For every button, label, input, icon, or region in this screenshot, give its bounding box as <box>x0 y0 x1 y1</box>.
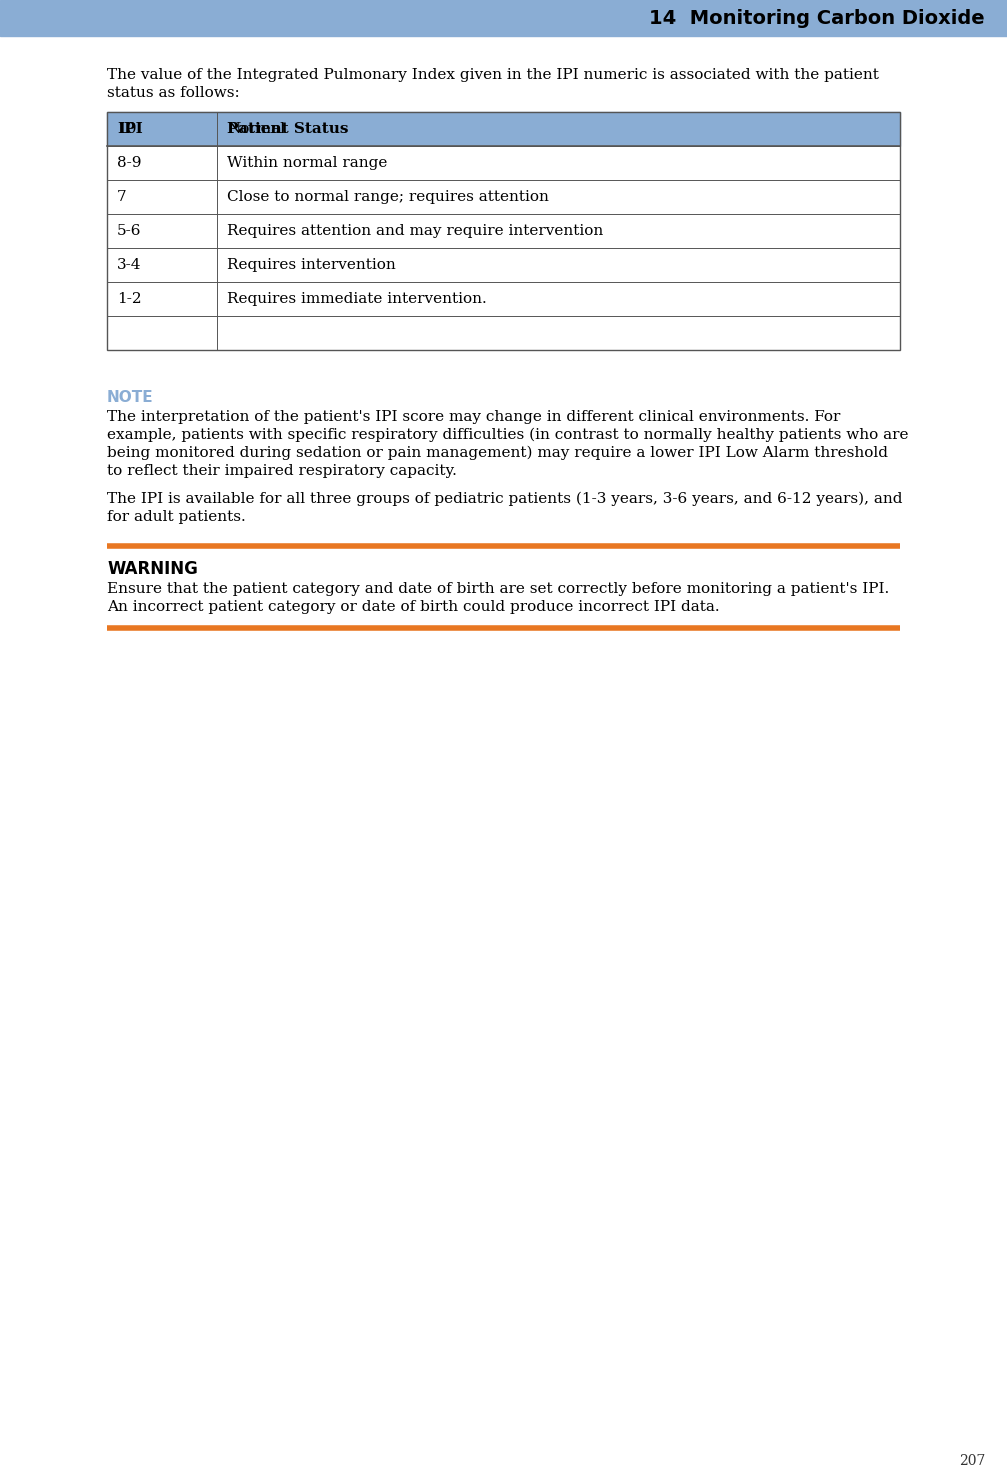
Bar <box>107 112 900 146</box>
Text: The IPI is available for all three groups of pediatric patients (1-3 years, 3-6 : The IPI is available for all three group… <box>107 492 902 506</box>
Text: 1-2: 1-2 <box>117 292 142 306</box>
Text: NOTE: NOTE <box>107 390 154 404</box>
Text: Close to normal range; requires attention: Close to normal range; requires attentio… <box>227 190 549 204</box>
Text: Requires attention and may require intervention: Requires attention and may require inter… <box>227 224 603 238</box>
Text: Normal: Normal <box>227 123 285 136</box>
Text: An incorrect patient category or date of birth could produce incorrect IPI data.: An incorrect patient category or date of… <box>107 601 720 614</box>
Bar <box>107 146 900 180</box>
Bar <box>107 112 900 350</box>
Text: IPI: IPI <box>117 123 143 136</box>
Text: 207: 207 <box>959 1454 985 1469</box>
Bar <box>0 0 1007 35</box>
Text: The value of the Integrated Pulmonary Index given in the IPI numeric is associat: The value of the Integrated Pulmonary In… <box>107 68 879 83</box>
Text: 8-9: 8-9 <box>117 156 142 170</box>
Text: Requires immediate intervention.: Requires immediate intervention. <box>227 292 486 306</box>
Bar <box>107 214 900 248</box>
Bar <box>107 248 900 282</box>
Text: Patient Status: Patient Status <box>227 123 348 136</box>
Text: Requires intervention: Requires intervention <box>227 258 396 272</box>
Text: 5-6: 5-6 <box>117 224 142 238</box>
Bar <box>107 282 900 316</box>
Text: example, patients with specific respiratory difficulties (in contrast to normall: example, patients with specific respirat… <box>107 428 908 443</box>
Text: 3-4: 3-4 <box>117 258 142 272</box>
Text: status as follows:: status as follows: <box>107 86 240 100</box>
Text: 10: 10 <box>117 123 137 136</box>
Text: Within normal range: Within normal range <box>227 156 388 170</box>
Bar <box>107 316 900 350</box>
Text: 7: 7 <box>117 190 127 204</box>
Text: to reflect their impaired respiratory capacity.: to reflect their impaired respiratory ca… <box>107 463 457 478</box>
Text: WARNING: WARNING <box>107 559 197 579</box>
Text: 14  Monitoring Carbon Dioxide: 14 Monitoring Carbon Dioxide <box>650 9 985 28</box>
Text: for adult patients.: for adult patients. <box>107 511 246 524</box>
Bar <box>107 180 900 214</box>
Text: Ensure that the patient category and date of birth are set correctly before moni: Ensure that the patient category and dat… <box>107 582 889 596</box>
Text: The interpretation of the patient's IPI score may change in different clinical e: The interpretation of the patient's IPI … <box>107 410 841 424</box>
Text: being monitored during sedation or pain management) may require a lower IPI Low : being monitored during sedation or pain … <box>107 446 888 461</box>
